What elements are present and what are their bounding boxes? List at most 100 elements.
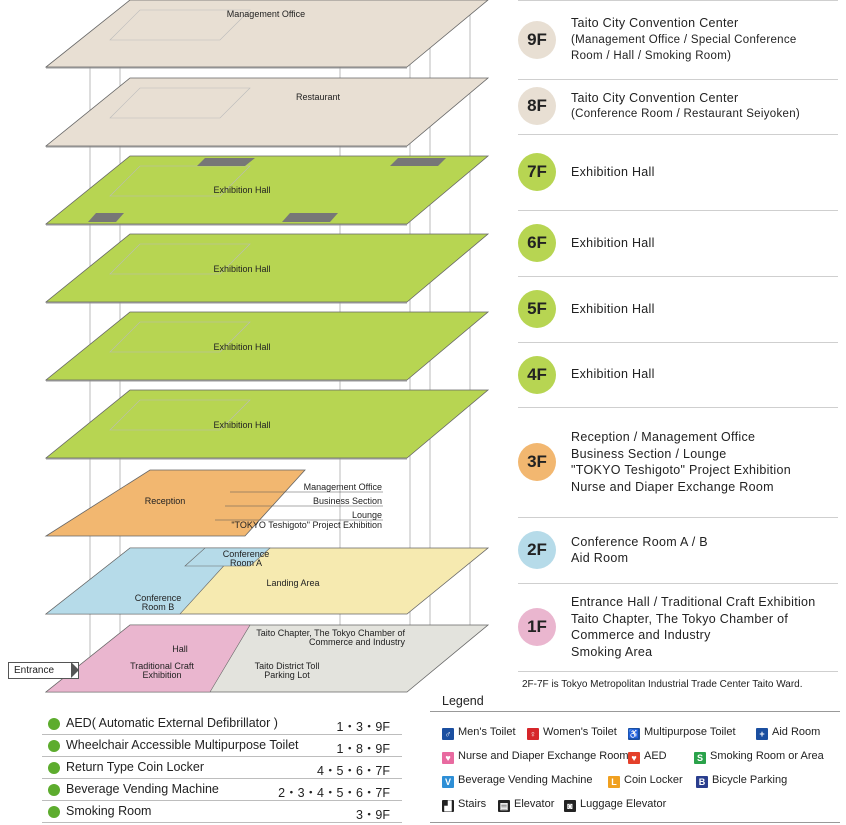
plan-label-restaurant: Restaurant	[296, 92, 341, 102]
facility-row: Beverage Vending Machine 2・3・4・5・6・7F	[42, 779, 402, 801]
facility-name: Beverage Vending Machine	[66, 782, 219, 796]
plan-label-management-office: Management Office	[304, 482, 382, 492]
void-shape	[197, 158, 255, 166]
legend-label: Beverage Vending Machine	[458, 774, 593, 786]
legend-item: S Smoking Room or Area	[694, 750, 824, 764]
room-outline	[109, 243, 251, 275]
floor-badge: 8F	[518, 87, 556, 125]
plan-label-hall: Hall	[172, 644, 188, 654]
womens-toilet-icon: ♀	[527, 728, 539, 740]
plan-label-taito-chapter: Commerce and Industry	[309, 637, 406, 647]
floor-badge: 7F	[518, 153, 556, 191]
plan-label-exhibition-hall: Exhibition Hall	[213, 185, 270, 195]
legend-item: ♀ Women's Toilet	[527, 726, 617, 740]
plan-label-teshigoto: "TOKYO Teshigoto" Project Exhibition	[231, 520, 382, 530]
facility-floors: 4・5・6・7F	[317, 764, 390, 778]
bullet-icon	[48, 740, 60, 752]
luggage-elevator-icon: ◙	[564, 800, 576, 812]
legend-label: Stairs	[458, 798, 487, 810]
plan-label-management-office: Management Office	[227, 9, 305, 19]
plan-label-traditional-craft: Traditional Craft	[130, 661, 194, 671]
floor-badge: 6F	[518, 224, 556, 262]
aid-room-icon: +	[756, 728, 768, 740]
room-outline	[109, 87, 251, 119]
facility-floors: 1・8・9F	[336, 742, 391, 756]
plan-label-conference-a: Room A	[230, 558, 262, 568]
vending-machine-icon: V	[442, 776, 454, 788]
facility-name: Wheelchair Accessible Multipurpose Toile…	[66, 738, 299, 752]
floor-description: Exhibition Hall	[571, 367, 655, 382]
plan-label-conference-b: Conference	[135, 593, 182, 603]
floor-description: Conference Room A / B Aid Room	[571, 534, 708, 566]
void-shape	[88, 213, 124, 222]
floor-row-6f: 6F Exhibition Hall	[518, 210, 838, 277]
floor-badge: 1F	[518, 608, 556, 646]
facility-row: Wheelchair Accessible Multipurpose Toile…	[42, 735, 402, 757]
aed-icon: ♥	[628, 752, 640, 764]
legend-label: AED	[644, 750, 667, 762]
floor-plate-7f	[44, 155, 490, 225]
legend-label: Nurse and Diaper Exchange Room	[458, 750, 629, 762]
facility-floors: 1・3・9F	[336, 720, 391, 734]
legend-item: ♥ AED	[628, 750, 667, 764]
multipurpose-toilet-icon: ♿	[628, 728, 640, 740]
plan-label-exhibition-hall: Exhibition Hall	[213, 264, 270, 274]
room-outline	[109, 321, 251, 353]
room-pink-area	[45, 624, 251, 693]
room-blue-area	[184, 547, 271, 567]
bullet-icon	[48, 718, 60, 730]
facility-row: AED( Automatic External Defibrillator ) 1…	[42, 713, 402, 735]
legend-box: ♂ Men's Toilet ♀ Women's Toilet ♿ Multipurpos…	[430, 711, 840, 823]
floor-badge: 5F	[518, 290, 556, 328]
plan-label-taito-chapter: Taito Chapter, The Tokyo Chamber of	[256, 628, 405, 638]
facility-row: Return Type Coin Locker 4・5・6・7F	[42, 757, 402, 779]
room-outline	[109, 9, 251, 41]
legend-label: Multipurpose Toilet	[644, 726, 736, 738]
floor-row-9f: 9F Taito City Convention Center (Managemen…	[518, 0, 838, 80]
facility-name: Smoking Room	[66, 804, 152, 818]
legend-item: L Coin Locker	[608, 774, 683, 788]
coin-locker-icon: L	[608, 776, 620, 788]
floor-badge: 3F	[518, 443, 556, 481]
floor-badge: 2F	[518, 531, 556, 569]
floor-description: Taito City Convention Center (Management …	[571, 16, 797, 63]
floor-description: Taito City Convention Center (Conference …	[571, 90, 801, 121]
plan-label-business-section: Business Section	[313, 496, 382, 506]
nursing-room-icon: ♥	[442, 752, 454, 764]
floor-plate-5f	[44, 311, 490, 381]
bullet-icon	[48, 784, 60, 796]
floor-description: Reception / Management Office Business Se…	[571, 430, 792, 494]
plan-label-traditional-craft: Exhibition	[142, 670, 181, 680]
bicycle-icon: B	[696, 776, 708, 788]
legend-label: Elevator	[514, 798, 555, 810]
stairs-icon: ▟	[442, 800, 454, 812]
floor-badge: 9F	[518, 21, 556, 59]
legend-item: ♿ Multipurpose Toilet	[628, 726, 736, 740]
plan-label-exhibition-hall: Exhibition Hall	[213, 420, 270, 430]
smoking-icon: S	[694, 752, 706, 764]
legend-label: Aid Room	[772, 726, 821, 738]
directory-note: 2F-7F is Tokyo Metropolitan Industrial T…	[522, 679, 803, 690]
legend-item: ◙ Luggage Elevator	[564, 798, 666, 812]
floor-stack-diagram: Management Office Restaurant Exhibition Ha…	[44, 0, 490, 693]
floor-description: Exhibition Hall	[571, 301, 655, 316]
floor-row-2f: 2F Conference Room A / B Aid Room	[518, 517, 838, 584]
floor-badge: 4F	[518, 355, 556, 394]
floor-row-1f: 1F Entrance Hall / Traditional Craft Exhi…	[518, 583, 838, 672]
legend-label: Luggage Elevator	[580, 798, 667, 810]
plan-label-conference-a: Conference	[223, 549, 270, 559]
room-outline	[109, 399, 251, 431]
floor-plate-6f	[44, 233, 490, 303]
void-shape	[282, 213, 338, 222]
entrance-arrow-icon	[71, 662, 79, 678]
legend-item: ♂ Men's Toilet	[442, 726, 516, 740]
elevator-icon: ▤	[498, 800, 510, 812]
floor-description: Entrance Hall / Traditional Craft Exhibi…	[571, 595, 816, 659]
legend-title: Legend	[442, 694, 484, 708]
plan-label-parking: Taito District Toll	[255, 661, 320, 671]
floor-description: Exhibition Hall	[571, 164, 655, 179]
plan-label-lounge: Lounge	[352, 510, 382, 520]
mens-toilet-icon: ♂	[442, 728, 454, 740]
facility-row: Smoking Room 3・9F	[42, 801, 402, 823]
bullet-icon	[48, 762, 60, 774]
